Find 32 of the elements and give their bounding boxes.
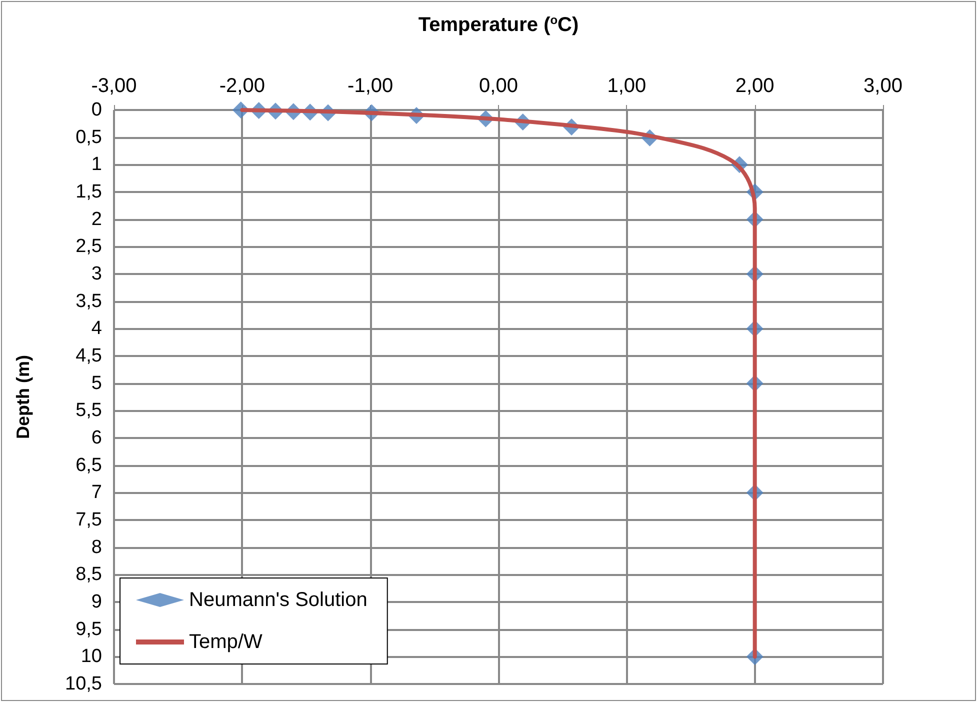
y-tick-label: 6,5	[76, 454, 102, 476]
y-tick-label: 0,5	[76, 126, 102, 148]
y-tick-label: 10,5	[65, 674, 102, 694]
y-tick-label: 4	[91, 318, 102, 340]
y-tick-label: 9	[91, 592, 102, 612]
y-tick-label: 0	[91, 100, 102, 120]
x-tick-label: -2,00	[219, 75, 265, 97]
x-tick-label: -1,00	[348, 75, 394, 97]
x-tick-label: 2,00	[735, 75, 774, 97]
legend-label: Temp/W	[189, 631, 262, 653]
y-axis-title: Depth (m)	[13, 355, 33, 439]
x-tick-label: -3,00	[91, 75, 137, 97]
y-tick-label: 8	[91, 536, 102, 558]
y-tick-label: 7	[91, 482, 102, 504]
y-tick-label: 1,5	[76, 182, 102, 202]
y-tick-label: 1	[91, 154, 102, 176]
y-tick-label: 4,5	[76, 346, 102, 366]
y-tick-label: 6	[91, 428, 102, 448]
y-tick-label: 3,5	[76, 290, 102, 312]
y-tick-label: 5,5	[76, 400, 102, 422]
y-tick-label: 9,5	[76, 618, 102, 640]
x-tick-label: 3,00	[864, 75, 902, 97]
legend-label: Neumann's Solution	[189, 589, 368, 611]
y-tick-label: 10	[80, 646, 102, 668]
y-tick-label: 5	[91, 372, 102, 394]
x-tick-label: 0,00	[479, 75, 518, 97]
x-tick-label: 1,00	[607, 75, 646, 97]
y-tick-label: 2,5	[76, 236, 102, 258]
y-tick-label: 2	[91, 208, 102, 230]
y-tick-label: 3	[91, 264, 102, 284]
y-tick-label: 8,5	[76, 564, 102, 586]
y-tick-label: 7,5	[76, 510, 102, 530]
